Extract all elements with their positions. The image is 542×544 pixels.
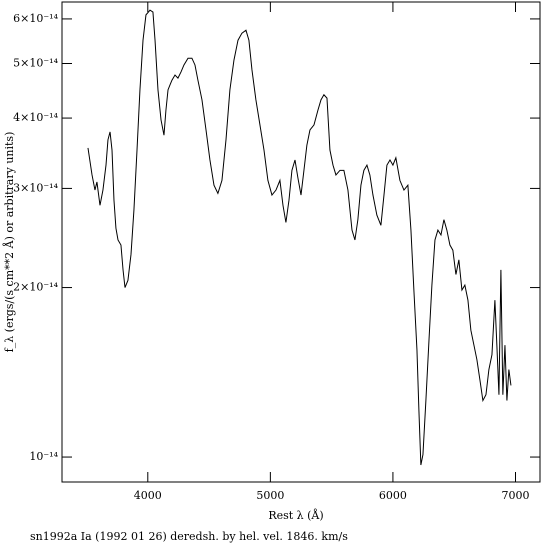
y-tick-label: 5×10⁻¹⁴ <box>13 57 58 70</box>
y-axis-label: f_λ (ergs/(s cm**2 Å) or arbitrary units… <box>2 132 16 353</box>
x-axis-label: Rest λ (Å) <box>268 508 323 522</box>
y-tick-label: 4×10⁻¹⁴ <box>13 111 58 124</box>
y-tick-label: 6×10⁻¹⁴ <box>13 12 58 25</box>
plot-frame <box>61 1 541 483</box>
y-tick-label: 3×10⁻¹⁴ <box>13 181 58 194</box>
x-tick-label: 6000 <box>379 489 407 502</box>
x-tick-label: 7000 <box>501 489 529 502</box>
x-tick-label: 5000 <box>256 489 284 502</box>
x-tick-label: 4000 <box>134 489 162 502</box>
caption: sn1992a Ia (1992 01 26) deredsh. by hel.… <box>30 530 348 543</box>
y-tick-label: 10⁻¹⁴ <box>29 450 58 463</box>
spectrum-line <box>87 9 512 466</box>
y-tick-label: 2×10⁻¹⁴ <box>13 281 58 294</box>
